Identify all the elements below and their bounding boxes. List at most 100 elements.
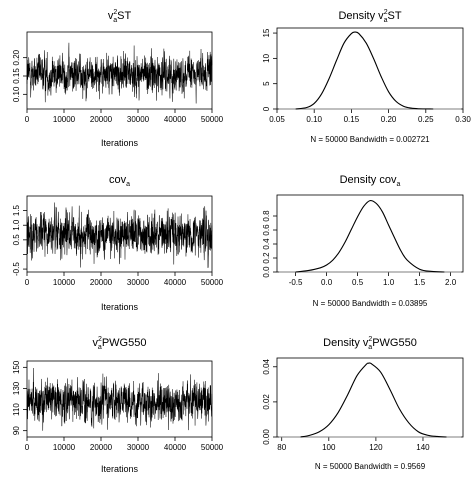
panel-trace-2: 0 10000 20000 30000 40000 50000 -0.5 0.5 1.0 1.5 I…	[12, 195, 224, 312]
x-tick-label: 2.0	[445, 278, 457, 287]
x-tick-label: 0.30	[455, 115, 471, 124]
trace-series-line	[26, 367, 213, 431]
x-tick-label: 0.25	[418, 115, 434, 124]
y-tick-label: 0	[262, 106, 271, 111]
y-tick-label: 0.6	[262, 224, 271, 236]
x-tick-label: 30000	[127, 278, 150, 287]
x-tick-label: 1.5	[414, 278, 426, 287]
panel-title-3: Density cova	[340, 174, 401, 188]
panel-title-2: cova	[109, 174, 130, 188]
x-tick-label: 0.20	[381, 115, 397, 124]
title-superscript: 2	[98, 336, 102, 343]
x-tick-label: 0	[25, 115, 30, 124]
x-axis-label: N = 50000 Bandwidth = 0.002721	[310, 135, 430, 144]
y-tick-label: 0.04	[262, 358, 271, 374]
title-base: Density cov	[340, 174, 397, 186]
x-tick-label: 50000	[201, 115, 224, 124]
x-axis-label: N = 50000 Bandwidth = 0.03895	[313, 299, 428, 308]
y-tick-label: 0.15	[12, 68, 21, 84]
x-tick-label: -0.5	[289, 278, 303, 287]
x-tick-label: 10000	[53, 443, 76, 452]
y-tick-label: 0.5	[12, 234, 21, 246]
y-tick-label: 1.0	[12, 219, 21, 231]
panel-title-4: v2 aPWG550	[93, 336, 147, 351]
x-tick-label: 140	[416, 443, 430, 452]
panel-density-1: 0.05 0.10 0.15 0.20 0.25 0.30 0 5 10 15 N = 50000 …	[262, 27, 471, 144]
panel-title-5: Density v2 aPWG550	[323, 336, 417, 351]
y-tick-label: 0.02	[262, 394, 271, 410]
plot-frame	[276, 194, 464, 273]
x-tick-label: 1.0	[383, 278, 395, 287]
plot-frame	[276, 357, 464, 438]
y-tick-label: 15	[262, 28, 271, 37]
y-tick-label: 110	[12, 403, 21, 416]
trace-series-line	[26, 42, 213, 104]
y-tick-label: 0.10	[12, 86, 21, 102]
x-tick-label: 50000	[201, 443, 224, 452]
y-tick-label: 0.4	[262, 238, 271, 250]
y-tick-label: 5	[262, 81, 271, 86]
title-rest: ST	[117, 10, 131, 22]
title-subscript: a	[126, 181, 130, 188]
x-tick-label: 30000	[127, 115, 150, 124]
plot-frame	[276, 27, 464, 110]
y-tick-label: 10	[262, 53, 271, 62]
title-superscript: 2	[113, 9, 117, 16]
title-base: Density v	[338, 10, 384, 22]
x-tick-label: 0	[25, 278, 30, 287]
x-axis-label: N = 50000 Bandwidth = 0.9569	[315, 462, 426, 471]
y-tick-label: 0.00	[262, 429, 271, 445]
density-series-line	[295, 31, 434, 110]
x-tick-label: 20000	[90, 278, 113, 287]
x-tick-label: 0.0	[321, 278, 333, 287]
x-tick-label: 0.5	[352, 278, 364, 287]
y-tick-label: -0.5	[12, 262, 21, 276]
x-tick-label: 0.05	[269, 115, 285, 124]
panel-density-3: -0.5 0.0 0.5 1.0 1.5 2.0 0.0 0.2 0.4 0.6 0.8 N = 50…	[262, 194, 464, 308]
x-tick-label: 20000	[90, 115, 113, 124]
x-tick-label: 40000	[164, 278, 187, 287]
title-subscript: a	[98, 344, 102, 351]
title-subscript: a	[368, 344, 372, 351]
density-series-line	[295, 199, 445, 273]
x-tick-label: 40000	[164, 115, 187, 124]
title-subscript: a	[113, 17, 117, 24]
panel-density-5: 80 100 120 140 0.00 0.02 0.04 N = 50000 Bandwid…	[262, 357, 464, 471]
x-tick-label: 80	[277, 443, 286, 452]
y-tick-label: 0.8	[262, 210, 271, 222]
x-tick-label: 0	[25, 443, 30, 452]
title-base: v	[93, 337, 99, 349]
y-tick-label: 1.5	[12, 205, 21, 217]
title-rest: PWG550	[372, 337, 417, 349]
panel-trace-0: 0 10000 20000 30000 40000 50000 0.10 0.15 0.20 It…	[12, 31, 224, 148]
title-base: v	[108, 10, 114, 22]
title-subscript: a	[384, 17, 388, 24]
y-tick-label: 0.2	[262, 252, 271, 264]
x-tick-label: 120	[369, 443, 383, 452]
y-tick-label: 0.0	[262, 266, 271, 278]
panel-trace-4: 0 10000 20000 30000 40000 50000 90 110 130 150 Ite…	[12, 360, 224, 474]
x-tick-label: 0.15	[344, 115, 360, 124]
density-series-line	[300, 362, 447, 438]
y-tick-label: 90	[12, 426, 21, 435]
x-tick-label: 10000	[53, 278, 76, 287]
title-rest: ST	[388, 10, 402, 22]
x-axis-label: Iterations	[101, 464, 139, 474]
y-tick-label: 150	[12, 360, 21, 374]
title-base: cov	[109, 174, 127, 186]
x-tick-label: 0.10	[306, 115, 322, 124]
panel-title-0: v2 aST	[108, 9, 132, 24]
title-rest: PWG550	[102, 337, 147, 349]
y-tick-label: 130	[12, 381, 21, 395]
x-axis-label: Iterations	[101, 302, 139, 312]
x-tick-label: 100	[322, 443, 336, 452]
title-superscript: 2	[368, 336, 372, 343]
title-superscript: 2	[384, 9, 388, 16]
x-axis-label: Iterations	[101, 138, 139, 148]
x-tick-label: 20000	[90, 443, 113, 452]
title-base: Density v	[323, 337, 369, 349]
y-tick-label: 0.20	[12, 49, 21, 65]
x-tick-label: 50000	[201, 278, 224, 287]
x-tick-label: 30000	[127, 443, 150, 452]
